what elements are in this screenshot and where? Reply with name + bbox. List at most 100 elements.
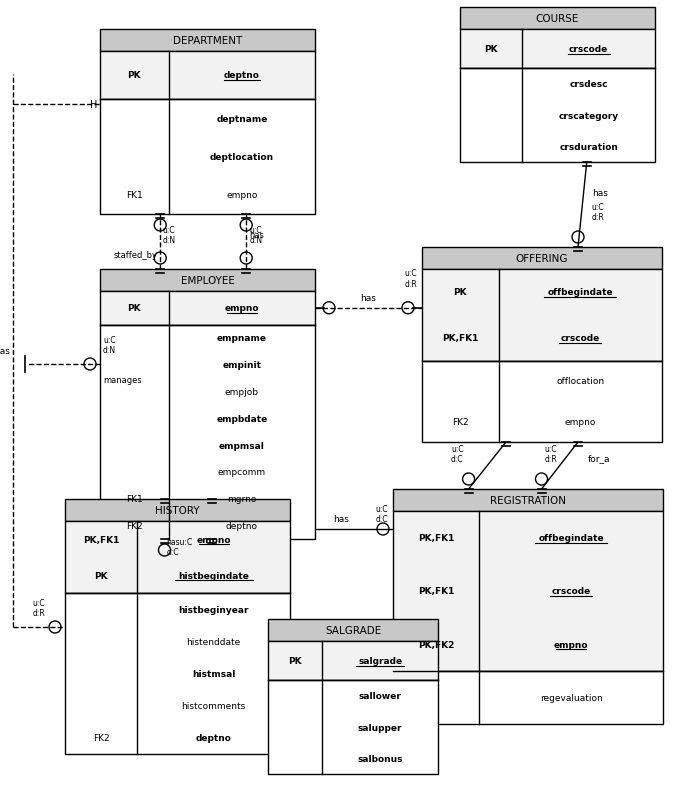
Text: u:C
d:R: u:C d:R — [544, 444, 558, 464]
Text: histenddate: histenddate — [186, 638, 241, 646]
Text: crscategory: crscategory — [559, 111, 619, 120]
Text: EMPLOYEE: EMPLOYEE — [181, 276, 235, 286]
Text: empinit: empinit — [222, 361, 262, 370]
Bar — [268, 619, 438, 642]
Bar — [393, 671, 663, 724]
Bar — [422, 269, 662, 361]
Text: empcomm: empcomm — [218, 468, 266, 477]
Text: OFFERING: OFFERING — [515, 253, 569, 264]
Text: crsduration: crsduration — [560, 143, 618, 152]
Text: offbegindate: offbegindate — [538, 533, 604, 542]
Text: u:C
d:R: u:C d:R — [404, 269, 417, 289]
Bar — [65, 521, 290, 593]
Text: PK: PK — [288, 656, 302, 665]
Bar — [268, 642, 438, 680]
Text: PK,FK1: PK,FK1 — [418, 586, 455, 596]
Text: DEPARTMENT: DEPARTMENT — [173, 36, 242, 46]
Text: FK2: FK2 — [92, 734, 109, 743]
Text: SALGRADE: SALGRADE — [325, 626, 381, 635]
Bar — [100, 52, 315, 99]
Text: u:C
d:N: u:C d:N — [249, 225, 262, 245]
Bar — [460, 30, 655, 69]
Text: deptno: deptno — [226, 521, 258, 530]
Text: empname: empname — [217, 334, 267, 343]
Text: HISTORY: HISTORY — [155, 505, 200, 516]
Text: empjob: empjob — [225, 387, 259, 396]
Text: mgrno: mgrno — [227, 495, 257, 504]
Text: empbdate: empbdate — [216, 415, 268, 423]
Text: empmsal: empmsal — [219, 441, 265, 450]
Text: H: H — [90, 100, 97, 110]
Text: u:C: u:C — [375, 504, 388, 513]
Text: u:C
d:R: u:C d:R — [32, 597, 45, 618]
Bar — [393, 489, 663, 512]
Text: PK: PK — [128, 71, 141, 80]
Text: PK: PK — [484, 45, 498, 54]
Text: offlocation: offlocation — [556, 377, 604, 386]
Bar — [268, 680, 438, 774]
Text: FK1: FK1 — [126, 191, 143, 200]
Text: crscode: crscode — [569, 45, 609, 54]
Text: FK1: FK1 — [126, 495, 143, 504]
Text: empno: empno — [554, 640, 589, 649]
Bar — [100, 99, 315, 215]
Text: has: has — [361, 294, 377, 302]
Text: manages: manages — [103, 375, 141, 384]
Text: PK: PK — [95, 571, 108, 580]
Text: PK: PK — [453, 288, 467, 297]
Text: PK,FK1: PK,FK1 — [83, 535, 119, 544]
Bar — [460, 69, 655, 163]
Text: hasu:C: hasu:C — [166, 537, 193, 546]
Text: PK,FK1: PK,FK1 — [418, 533, 455, 542]
Text: regevaluation: regevaluation — [540, 693, 602, 702]
Text: PK: PK — [128, 304, 141, 313]
Bar — [65, 593, 290, 754]
Text: u:C
d:R: u:C d:R — [592, 202, 604, 221]
Text: sallower: sallower — [359, 691, 402, 700]
Text: salbonus: salbonus — [357, 754, 403, 763]
Bar — [422, 248, 662, 269]
Text: u:C
d:N: u:C d:N — [162, 225, 175, 245]
Text: for_a: for_a — [588, 454, 611, 463]
Text: d:C: d:C — [375, 514, 388, 524]
Text: d:C: d:C — [166, 547, 179, 557]
Text: histcomments: histcomments — [181, 702, 246, 711]
Text: deptlocation: deptlocation — [210, 152, 274, 162]
Bar — [393, 512, 663, 671]
Text: staffed_by: staffed_by — [113, 250, 157, 259]
Text: REGISTRATION: REGISTRATION — [490, 496, 566, 505]
Text: has: has — [333, 514, 349, 524]
Bar — [100, 30, 315, 52]
Bar — [100, 269, 315, 292]
Text: histbeginyear: histbeginyear — [178, 606, 249, 614]
Text: empno: empno — [196, 535, 230, 544]
Text: FK2: FK2 — [452, 418, 469, 427]
Text: has: has — [0, 346, 10, 355]
Bar — [100, 325, 315, 539]
Bar — [422, 361, 662, 443]
Text: empno: empno — [564, 418, 596, 427]
Text: COURSE: COURSE — [536, 14, 579, 24]
Bar — [65, 500, 290, 521]
Text: empno: empno — [225, 304, 259, 313]
Text: salgrade: salgrade — [358, 656, 402, 665]
Text: has: has — [249, 230, 264, 239]
Text: empno: empno — [226, 191, 257, 200]
Text: FK2: FK2 — [126, 521, 143, 530]
Text: crscode: crscode — [551, 586, 591, 596]
Text: offbegindate: offbegindate — [548, 288, 613, 297]
Text: crscode: crscode — [561, 334, 600, 342]
Text: PK,FK1: PK,FK1 — [442, 334, 479, 342]
Text: PK,FK2: PK,FK2 — [418, 640, 455, 649]
Text: has: has — [592, 188, 608, 197]
Text: deptno: deptno — [224, 71, 260, 80]
Text: deptno: deptno — [195, 734, 231, 743]
Text: salupper: salupper — [358, 723, 402, 731]
Text: crsdesc: crsdesc — [569, 80, 608, 89]
Text: u:C
d:C: u:C d:C — [451, 444, 464, 464]
Text: histbegindate: histbegindate — [178, 571, 249, 580]
Bar — [460, 8, 655, 30]
Text: u:C
d:N: u:C d:N — [103, 335, 116, 354]
Text: histmsal: histmsal — [192, 670, 235, 678]
Text: deptname: deptname — [216, 115, 268, 124]
